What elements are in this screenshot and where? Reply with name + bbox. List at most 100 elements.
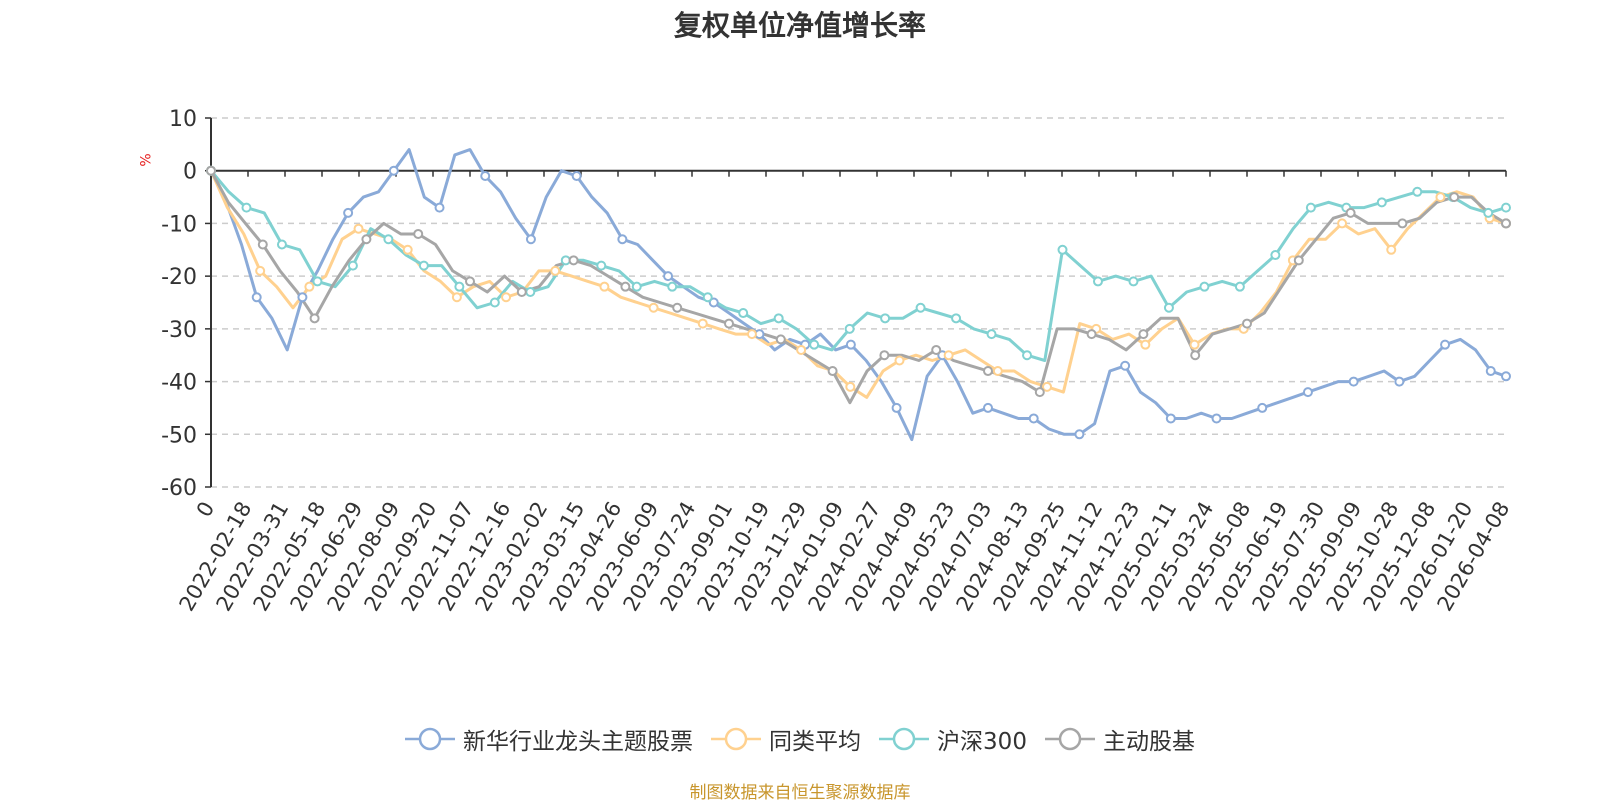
source-note: 制图数据来自恒生聚源数据库 [689, 783, 911, 803]
series-point [648, 302, 659, 313]
series-point [1086, 329, 1097, 340]
series-point [255, 265, 266, 276]
series-point [347, 260, 358, 271]
series-point [844, 323, 855, 334]
series-point [992, 366, 1003, 377]
y-tick-label: -10 [161, 212, 197, 237]
series-point [402, 244, 413, 255]
series-point [1211, 413, 1222, 424]
series-point [775, 334, 786, 345]
legend: 新华行业龙头主题股票 同类平均 沪深300 主动股基 [0, 722, 1600, 756]
series-point [1305, 202, 1316, 213]
series-point [1386, 244, 1397, 255]
series-point [880, 313, 891, 324]
x-tick-label: 0 [192, 498, 219, 522]
series-point [276, 239, 287, 250]
series-point [413, 228, 424, 239]
y-axis-unit-label: % [138, 153, 155, 167]
series-point [241, 202, 252, 213]
series-point [418, 260, 429, 271]
series-point [1270, 250, 1281, 261]
legend-label: 沪深300 [937, 729, 1027, 755]
series-line [209, 169, 1507, 405]
series-point [708, 297, 719, 308]
y-tick-label: 10 [169, 107, 197, 132]
legend-item[interactable]: 沪深300 [879, 722, 1027, 756]
legend-item[interactable]: 同类平均 [711, 722, 861, 756]
y-tick-label: -60 [161, 476, 197, 501]
series-point [1397, 218, 1408, 229]
series-point [1128, 276, 1139, 287]
series-point [1376, 197, 1387, 208]
series-point [1034, 387, 1045, 398]
legend-item[interactable]: 新华行业龙头主题股票 [405, 722, 693, 756]
series-point [1345, 207, 1356, 218]
series-point [746, 329, 757, 340]
series-line [209, 169, 1507, 362]
series-point [894, 355, 905, 366]
series-point [1092, 276, 1103, 287]
series-point [297, 292, 308, 303]
series-point [1348, 376, 1359, 387]
series-point [550, 265, 561, 276]
series-point [1501, 202, 1511, 213]
series-point [891, 402, 902, 413]
series-point [465, 276, 475, 287]
y-tick-label: -30 [161, 318, 197, 343]
series-point [1022, 350, 1033, 361]
series-point [571, 170, 582, 181]
series-point [724, 318, 734, 329]
series-point [251, 292, 262, 303]
series-point [809, 339, 820, 350]
series-point [383, 234, 394, 245]
series-point [931, 344, 942, 355]
series-point [620, 281, 631, 292]
y-tick-label: -40 [161, 371, 197, 396]
series-point [1190, 350, 1201, 361]
grid-lines [211, 117, 1506, 488]
series-point [312, 276, 323, 287]
series-point [1435, 192, 1446, 203]
series-point [206, 165, 216, 176]
series-point [501, 292, 512, 303]
series-markers [206, 165, 1511, 440]
series-point [1199, 281, 1210, 292]
series-point [525, 234, 536, 245]
series-point [1449, 192, 1460, 203]
legend-label: 主动股基 [1102, 729, 1195, 755]
series-point [304, 281, 315, 292]
series-point [1042, 381, 1053, 392]
y-tick-label: -50 [161, 423, 197, 448]
series-point [1337, 218, 1348, 229]
series-point [827, 366, 838, 377]
series-point [361, 234, 372, 245]
legend-item[interactable]: 主动股基 [1044, 722, 1195, 756]
series-point [1074, 429, 1085, 440]
series-point [983, 366, 993, 377]
series-point [568, 255, 579, 266]
series-point [454, 281, 465, 292]
series-point [1057, 244, 1068, 255]
axes [205, 117, 1507, 488]
series-point [663, 271, 674, 282]
series-point [738, 308, 749, 319]
series-point [697, 318, 708, 329]
series-point [1189, 339, 1200, 350]
series-point [631, 281, 642, 292]
series-point [1293, 255, 1304, 266]
series-point [951, 313, 962, 324]
series-point [525, 286, 536, 297]
series-line [209, 170, 1507, 399]
series-point [667, 281, 678, 292]
series-point [309, 313, 320, 324]
series-point [773, 313, 784, 324]
series-point [560, 255, 571, 266]
series-point [353, 223, 364, 234]
line-chart: 100-10-20-30-40-50-6002022-02-182022-03-… [161, 107, 1514, 615]
legend-line-circle-icon [711, 727, 762, 751]
series-point [672, 302, 683, 313]
legend-line-circle-icon [879, 727, 930, 751]
legend-line-circle-icon [1044, 727, 1095, 751]
series-point [1242, 318, 1252, 329]
series-point [599, 281, 610, 292]
